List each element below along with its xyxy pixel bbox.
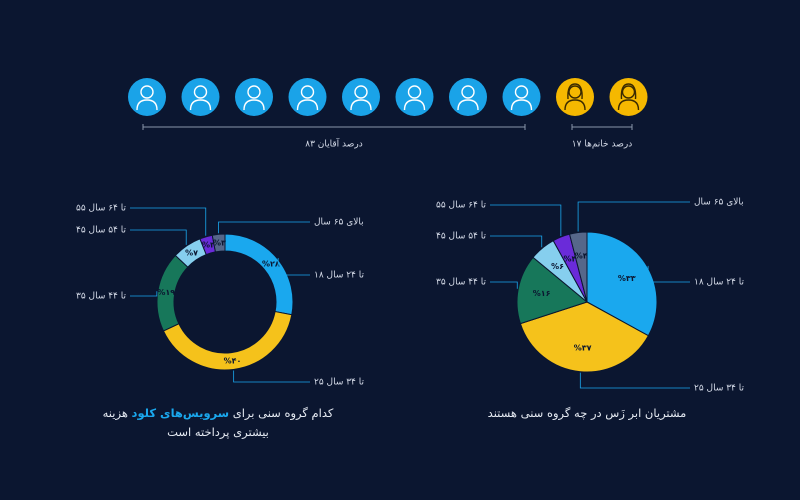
woman-icon bbox=[609, 78, 648, 116]
icon-body bbox=[617, 99, 640, 111]
category-label: ۵۵ تا ۶۴ سال bbox=[436, 201, 486, 211]
man-icon bbox=[181, 78, 220, 116]
women-label: ۱۷ درصد خانم‌ها bbox=[572, 140, 632, 150]
people-icons bbox=[128, 78, 648, 116]
icon-circle bbox=[342, 78, 380, 116]
man-icon bbox=[128, 78, 166, 116]
value-label: %۷ bbox=[185, 248, 198, 257]
value-label: %۶ bbox=[551, 262, 564, 271]
leader-line bbox=[130, 207, 207, 236]
icon-body bbox=[403, 99, 426, 111]
category-label: ۳۵ تا ۴۴ سال bbox=[76, 292, 126, 302]
leader-line bbox=[130, 291, 158, 297]
value-label: %۴ bbox=[564, 255, 577, 264]
icon-body bbox=[350, 99, 372, 111]
icon-body bbox=[296, 99, 319, 111]
value-label: %۱۶ bbox=[533, 289, 551, 298]
slice bbox=[586, 231, 658, 337]
icon-circle bbox=[449, 78, 487, 116]
category-label: ۴۵ تا ۵۴ سال bbox=[76, 226, 126, 236]
icon-circle bbox=[235, 78, 273, 116]
leader-line bbox=[490, 235, 543, 248]
icon-hair bbox=[620, 83, 637, 100]
category-label: ۳۵ تا ۴۴ سال bbox=[436, 278, 486, 288]
value-label: %۳ bbox=[213, 238, 226, 247]
value-label: %۳۷ bbox=[574, 343, 592, 352]
leader-line bbox=[218, 221, 310, 234]
slice bbox=[211, 233, 226, 253]
men-label: ۸۳ درصد آقایان bbox=[305, 138, 363, 150]
chart-title: کدام گروه سنی برای سرویس‌های کلود هزینه … bbox=[98, 404, 338, 442]
man-icon bbox=[502, 78, 541, 116]
icon-body bbox=[243, 99, 265, 111]
category-label: ۴۵ تا ۵۴ سال bbox=[436, 232, 486, 242]
icon-body bbox=[564, 99, 586, 111]
icon-head bbox=[621, 85, 636, 99]
title-part: کدام گروه سنی برای bbox=[232, 406, 334, 420]
leader-line bbox=[130, 229, 187, 245]
leader-line bbox=[233, 370, 310, 383]
icon-circle bbox=[502, 78, 541, 116]
slice bbox=[224, 233, 294, 316]
value-label: %۴ bbox=[575, 252, 588, 261]
category-label: بالای ۶۵ سال bbox=[314, 218, 364, 228]
slice bbox=[516, 256, 589, 325]
category-label: بالای ۶۵ سال bbox=[694, 198, 744, 208]
leader-line bbox=[490, 281, 518, 289]
icon-hair bbox=[567, 83, 583, 100]
icon-head bbox=[568, 85, 582, 99]
category-label: ۲۵ تا ۳۴ سال bbox=[314, 378, 364, 388]
icon-body bbox=[189, 99, 212, 111]
title-part: هزینه بیشتری پرداخته است bbox=[102, 406, 269, 439]
icon-body bbox=[136, 99, 158, 111]
leader-line bbox=[647, 265, 690, 283]
icon-circle bbox=[395, 78, 434, 116]
icon-head bbox=[514, 85, 529, 99]
leader-line bbox=[579, 372, 690, 389]
woman-icon bbox=[556, 78, 594, 116]
icon-head bbox=[461, 85, 475, 99]
category-label: ۱۸ تا ۲۴ سال bbox=[694, 278, 744, 288]
man-icon bbox=[235, 78, 273, 116]
leader-line bbox=[577, 201, 690, 232]
slice bbox=[568, 231, 588, 303]
value-label: %۱۹ bbox=[157, 288, 175, 297]
category-label: ۵۵ تا ۶۴ سال bbox=[76, 204, 126, 214]
man-icon bbox=[449, 78, 487, 116]
value-label: %۳ bbox=[202, 240, 215, 249]
chart-title: مشتریان ابر زَس در چه گروه سنی هستند bbox=[487, 406, 687, 420]
icon-circle bbox=[288, 78, 327, 116]
category-label: ۲۵ تا ۳۴ سال bbox=[694, 384, 744, 394]
man-icon bbox=[288, 78, 327, 116]
man-icon bbox=[395, 78, 434, 116]
icon-head bbox=[407, 85, 422, 99]
leader-line bbox=[277, 258, 310, 276]
value-label: %۴۰ bbox=[224, 357, 242, 366]
value-label: %۲۸ bbox=[262, 260, 280, 269]
icon-head bbox=[300, 85, 315, 99]
icon-head bbox=[247, 85, 261, 99]
value-label: %۳۳ bbox=[618, 274, 636, 283]
icon-circle bbox=[181, 78, 220, 116]
icon-head bbox=[140, 85, 154, 99]
icon-circle bbox=[128, 78, 166, 116]
icon-head bbox=[354, 85, 368, 99]
icon-body bbox=[510, 99, 533, 111]
leader-line bbox=[490, 204, 562, 236]
man-icon bbox=[342, 78, 380, 116]
icon-body bbox=[457, 99, 479, 111]
slice bbox=[519, 301, 650, 373]
title-highlight: سرویس‌های کلود bbox=[131, 406, 230, 420]
category-label: ۱۸ تا ۲۴ سال bbox=[314, 271, 364, 281]
icon-head bbox=[193, 85, 208, 99]
